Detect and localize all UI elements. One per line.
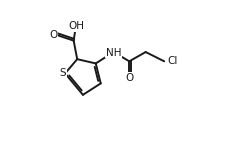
Text: NH: NH	[106, 48, 121, 58]
Text: O: O	[125, 73, 133, 83]
Text: OH: OH	[68, 21, 84, 31]
Text: Cl: Cl	[167, 56, 178, 66]
Text: O: O	[49, 30, 58, 40]
Text: S: S	[60, 68, 66, 78]
